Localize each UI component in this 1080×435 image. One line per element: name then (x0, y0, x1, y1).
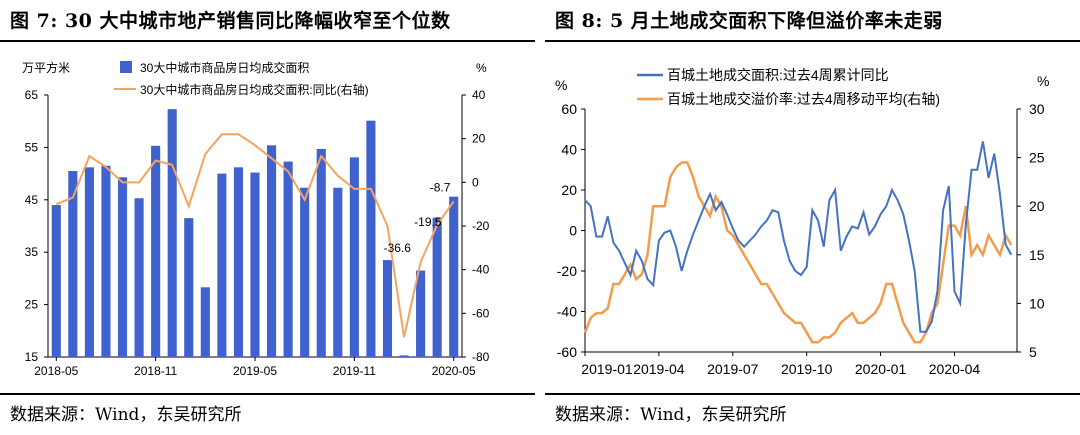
figure-7-source: 数据来源：Wind，东吴研究所 (10, 405, 242, 425)
bar (283, 161, 293, 357)
y-right-tick-label: -20 (472, 219, 490, 233)
y-left-tick-label: 35 (25, 245, 39, 259)
y-right-tick-label: 0 (472, 175, 479, 189)
bar (51, 205, 61, 357)
y-left-tick-label: 45 (25, 193, 39, 207)
bar (349, 157, 359, 357)
y-left-tick-label: -40 (557, 304, 577, 320)
y-right-tick-label: 10 (1029, 295, 1045, 311)
bar (233, 167, 243, 357)
legend-line-label: 30大中城市商品房日均成交面积:同比(右轴) (140, 82, 369, 97)
bar (366, 120, 376, 358)
bar (117, 177, 128, 357)
y-left-tick-label: -60 (557, 344, 577, 360)
x-tick-label: 2019-10 (781, 361, 833, 377)
y-left-tick-label: 25 (25, 298, 39, 312)
y-right-tick-label: 5 (1029, 344, 1037, 360)
x-tick-label: 2019-11 (333, 364, 376, 378)
bar (167, 109, 177, 357)
bar (217, 173, 227, 357)
x-tick-label: 2019-01 (581, 361, 633, 377)
premium-rate-line (583, 161, 1013, 344)
bar (416, 270, 426, 357)
yoy-line (55, 133, 455, 338)
y-left-unit: % (555, 77, 567, 93)
figure-7-chart: 15 25 35 45 55 65 -80 -60 -40 -20 0 20 40 万平方米 % 2018-0… (22, 60, 490, 378)
data-label: -36.6 (384, 241, 412, 255)
y-left-tick-label: 0 (569, 223, 577, 239)
y-left-tick-label: 15 (25, 350, 39, 364)
y-left-tick-label: -20 (557, 263, 577, 279)
bar (300, 187, 310, 357)
bar (382, 260, 393, 357)
legend-blue-label: 百城土地成交面积:过去4周累计同比 (667, 67, 889, 83)
y-left-tick-label: 20 (561, 182, 577, 198)
top-rule (0, 40, 535, 42)
y-right-tick-label: 30 (1029, 101, 1045, 117)
y-left-tick-label: 40 (561, 142, 577, 158)
y-right-tick-label: -60 (472, 306, 490, 320)
bar (449, 196, 459, 357)
bar (200, 287, 210, 357)
bar (399, 355, 409, 357)
bar (333, 187, 343, 357)
bar (84, 167, 94, 357)
x-tick-label: 2018-05 (34, 364, 78, 378)
land-area-yoy-line (584, 141, 1013, 333)
bar (267, 145, 277, 357)
legend-bar-swatch (120, 61, 132, 73)
x-tick-label: 2020-05 (432, 364, 476, 378)
x-tick-label: 2019-04 (633, 361, 685, 377)
y-right-tick-label: 15 (1029, 247, 1045, 263)
bar (316, 148, 326, 357)
figure-8-source: 数据来源：Wind，东吴研究所 (555, 405, 787, 425)
bottom-rule (0, 393, 535, 395)
y-right-tick-label: 40 (472, 88, 486, 102)
bar (184, 218, 194, 357)
bar (432, 217, 442, 357)
figure-7-panel: 图 7: 30 大中城市地产销售同比降幅收窄至个位数 15 25 35 45 55 65 -… (0, 0, 535, 435)
data-label: -19.5 (414, 215, 442, 229)
x-tick-label: 2020-04 (929, 361, 981, 377)
bar (101, 165, 111, 357)
y-left-tick-label: 55 (25, 140, 39, 154)
y-right-unit: % (476, 61, 487, 75)
legend-orange-label: 百城土地成交溢价率:过去4周移动平均(右轴) (667, 91, 940, 107)
legend-bar-label: 30大中城市商品房日均成交面积 (140, 60, 309, 75)
x-tick-label: 2019-05 (233, 364, 277, 378)
bar (68, 170, 78, 357)
data-label: -8.7 (430, 180, 451, 194)
figure-8-title: 图 8: 5 月土地成交面积下降但溢价率未走弱 (555, 10, 943, 32)
y-left-tick-label: 65 (25, 88, 39, 102)
y-right-tick-label: 20 (472, 132, 486, 146)
y-left-tick-label: 60 (561, 101, 577, 117)
x-tick-label: 2018-11 (134, 364, 177, 378)
y-right-tick-label: -80 (472, 350, 490, 364)
bar (151, 145, 161, 357)
y-right-tick-label: 20 (1029, 198, 1045, 214)
y-left-unit: 万平方米 (22, 60, 70, 75)
y-right-tick-label: 25 (1029, 150, 1045, 166)
bar (134, 198, 144, 357)
bottom-rule (545, 393, 1080, 395)
bar (250, 172, 260, 357)
y-right-tick-label: -40 (472, 263, 490, 277)
figure-8-panel: 图 8: 5 月土地成交面积下降但溢价率未走弱 -60 -40 -20 0 20 40 60… (545, 0, 1080, 435)
figure-7-title: 图 7: 30 大中城市地产销售同比降幅收窄至个位数 (10, 10, 451, 32)
x-tick-label: 2020-01 (855, 361, 907, 377)
x-tick-label: 2019-07 (707, 361, 759, 377)
top-rule (545, 40, 1080, 42)
y-right-unit: % (1037, 73, 1049, 89)
